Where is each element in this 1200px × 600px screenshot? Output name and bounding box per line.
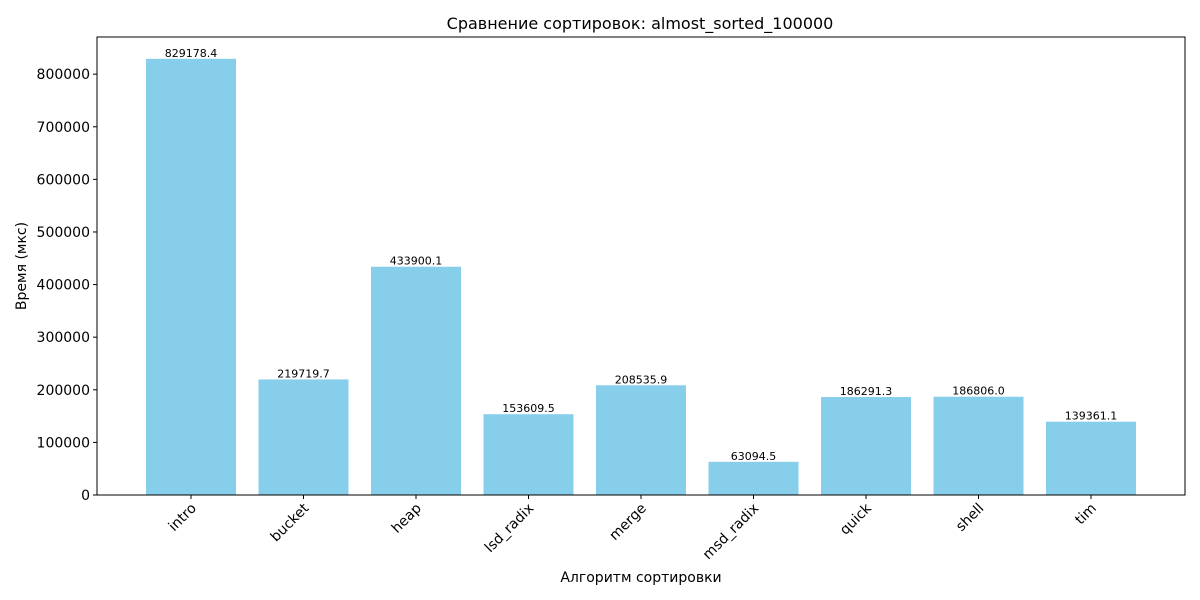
y-tick-label: 800000	[37, 67, 90, 83]
chart-title: Сравнение сортировок: almost_sorted_1000…	[447, 14, 834, 34]
data-label-msd_radix: 63094.5	[731, 450, 777, 463]
x-axis-label: Алгоритм сортировки	[560, 570, 721, 586]
data-label-lsd_radix: 153609.5	[502, 402, 555, 415]
bar-quick	[821, 397, 911, 495]
y-tick-label: 300000	[37, 330, 90, 346]
y-tick-label: 400000	[37, 278, 90, 294]
bar-heap	[371, 266, 461, 495]
data-label-bucket: 219719.7	[277, 367, 330, 380]
bar-intro	[146, 58, 236, 496]
bar-msd_radix	[708, 461, 799, 495]
data-label-tim: 139361.1	[1065, 410, 1118, 423]
y-axis-label: Время (мкс)	[14, 222, 30, 310]
data-label-merge: 208535.9	[615, 373, 668, 386]
y-tick-label: 100000	[37, 435, 90, 451]
data-label-heap: 433900.1	[390, 255, 443, 268]
y-tick-label: 0	[81, 488, 90, 504]
bar-shell	[933, 396, 1024, 495]
data-label-intro: 829178.4	[165, 47, 218, 60]
y-tick-label: 700000	[37, 120, 90, 136]
y-tick-label: 600000	[37, 172, 90, 188]
y-tick-label: 500000	[37, 225, 90, 241]
y-axis-ticks: 0 100000 200000 300000 400000 500000 600000 700…	[37, 67, 97, 504]
bar-tim	[1046, 421, 1136, 495]
data-label-shell: 186806.0	[952, 385, 1005, 398]
bar-bucket	[258, 379, 349, 495]
plot-area-frame	[96, 36, 1186, 496]
data-labels-group: 829178.4 219719.7 433900.1 153609.5 208535.9…	[165, 47, 1118, 463]
bars-group	[146, 58, 1136, 496]
y-tick-label: 200000	[37, 383, 90, 399]
bar-merge	[596, 385, 686, 495]
bar-lsd_radix	[483, 414, 574, 495]
data-label-quick: 186291.3	[840, 385, 893, 398]
